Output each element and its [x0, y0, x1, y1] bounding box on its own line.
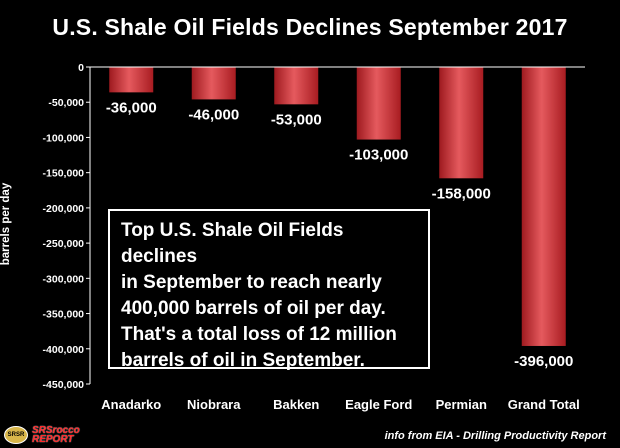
annotation-line: in September to reach nearly: [121, 272, 382, 293]
y-tick-label: -350,000: [43, 309, 85, 321]
data-label: -396,000: [514, 353, 573, 370]
y-tick-label: -100,000: [43, 132, 85, 144]
x-tick-label: Anadarko: [101, 397, 161, 412]
x-tick-label: Niobrara: [187, 397, 241, 412]
x-tick-label: Eagle Ford: [345, 397, 412, 412]
annotation-line: 400,000 barrels of oil per day.: [121, 298, 386, 319]
y-tick-label: -300,000: [43, 273, 85, 285]
y-tick-label: -200,000: [43, 203, 85, 215]
y-tick-label: 0: [78, 62, 84, 74]
y-tick-label: -450,000: [43, 379, 85, 391]
y-tick-label: -250,000: [43, 238, 85, 250]
annotation-box: Top U.S. Shale Oil Fields declines in Se…: [108, 209, 430, 371]
source-note: info from EIA - Drilling Productivity Re…: [384, 430, 606, 442]
annotation-line: barrels of oil in September.: [121, 350, 365, 371]
logo-line-2: REPORT: [32, 434, 74, 445]
y-tick-label: -50,000: [48, 97, 84, 109]
y-tick-label: -400,000: [43, 344, 85, 356]
x-tick-label: Grand Total: [508, 397, 580, 412]
annotation-line: Top U.S. Shale Oil Fields declines: [121, 220, 344, 267]
x-tick-label: Permian: [436, 397, 487, 412]
y-axis-label: barrels per day: [0, 182, 12, 266]
bar-5: [521, 67, 566, 346]
chart-title: U.S. Shale Oil Fields Declines September…: [52, 14, 568, 40]
logo-line-1: SRSrocco: [32, 425, 80, 436]
logo-badge-icon: SRSR: [4, 426, 28, 444]
bar-1: [191, 67, 236, 100]
bar-0: [109, 67, 154, 93]
x-tick-label: Bakken: [273, 397, 319, 412]
y-tick-label: -150,000: [43, 168, 85, 180]
logo-text: SRSrocco REPORT: [32, 425, 80, 445]
bar-4: [439, 67, 484, 179]
data-label: -103,000: [349, 147, 408, 164]
bar-3: [356, 67, 401, 140]
data-label: -158,000: [432, 185, 491, 202]
data-label: -53,000: [271, 111, 322, 128]
data-label: -36,000: [106, 99, 157, 116]
srsrocco-logo: SRSR SRSrocco REPORT: [4, 424, 146, 446]
annotation-line: That's a total loss of 12 million: [121, 324, 397, 345]
bar-2: [274, 67, 319, 105]
data-label: -46,000: [188, 106, 239, 123]
